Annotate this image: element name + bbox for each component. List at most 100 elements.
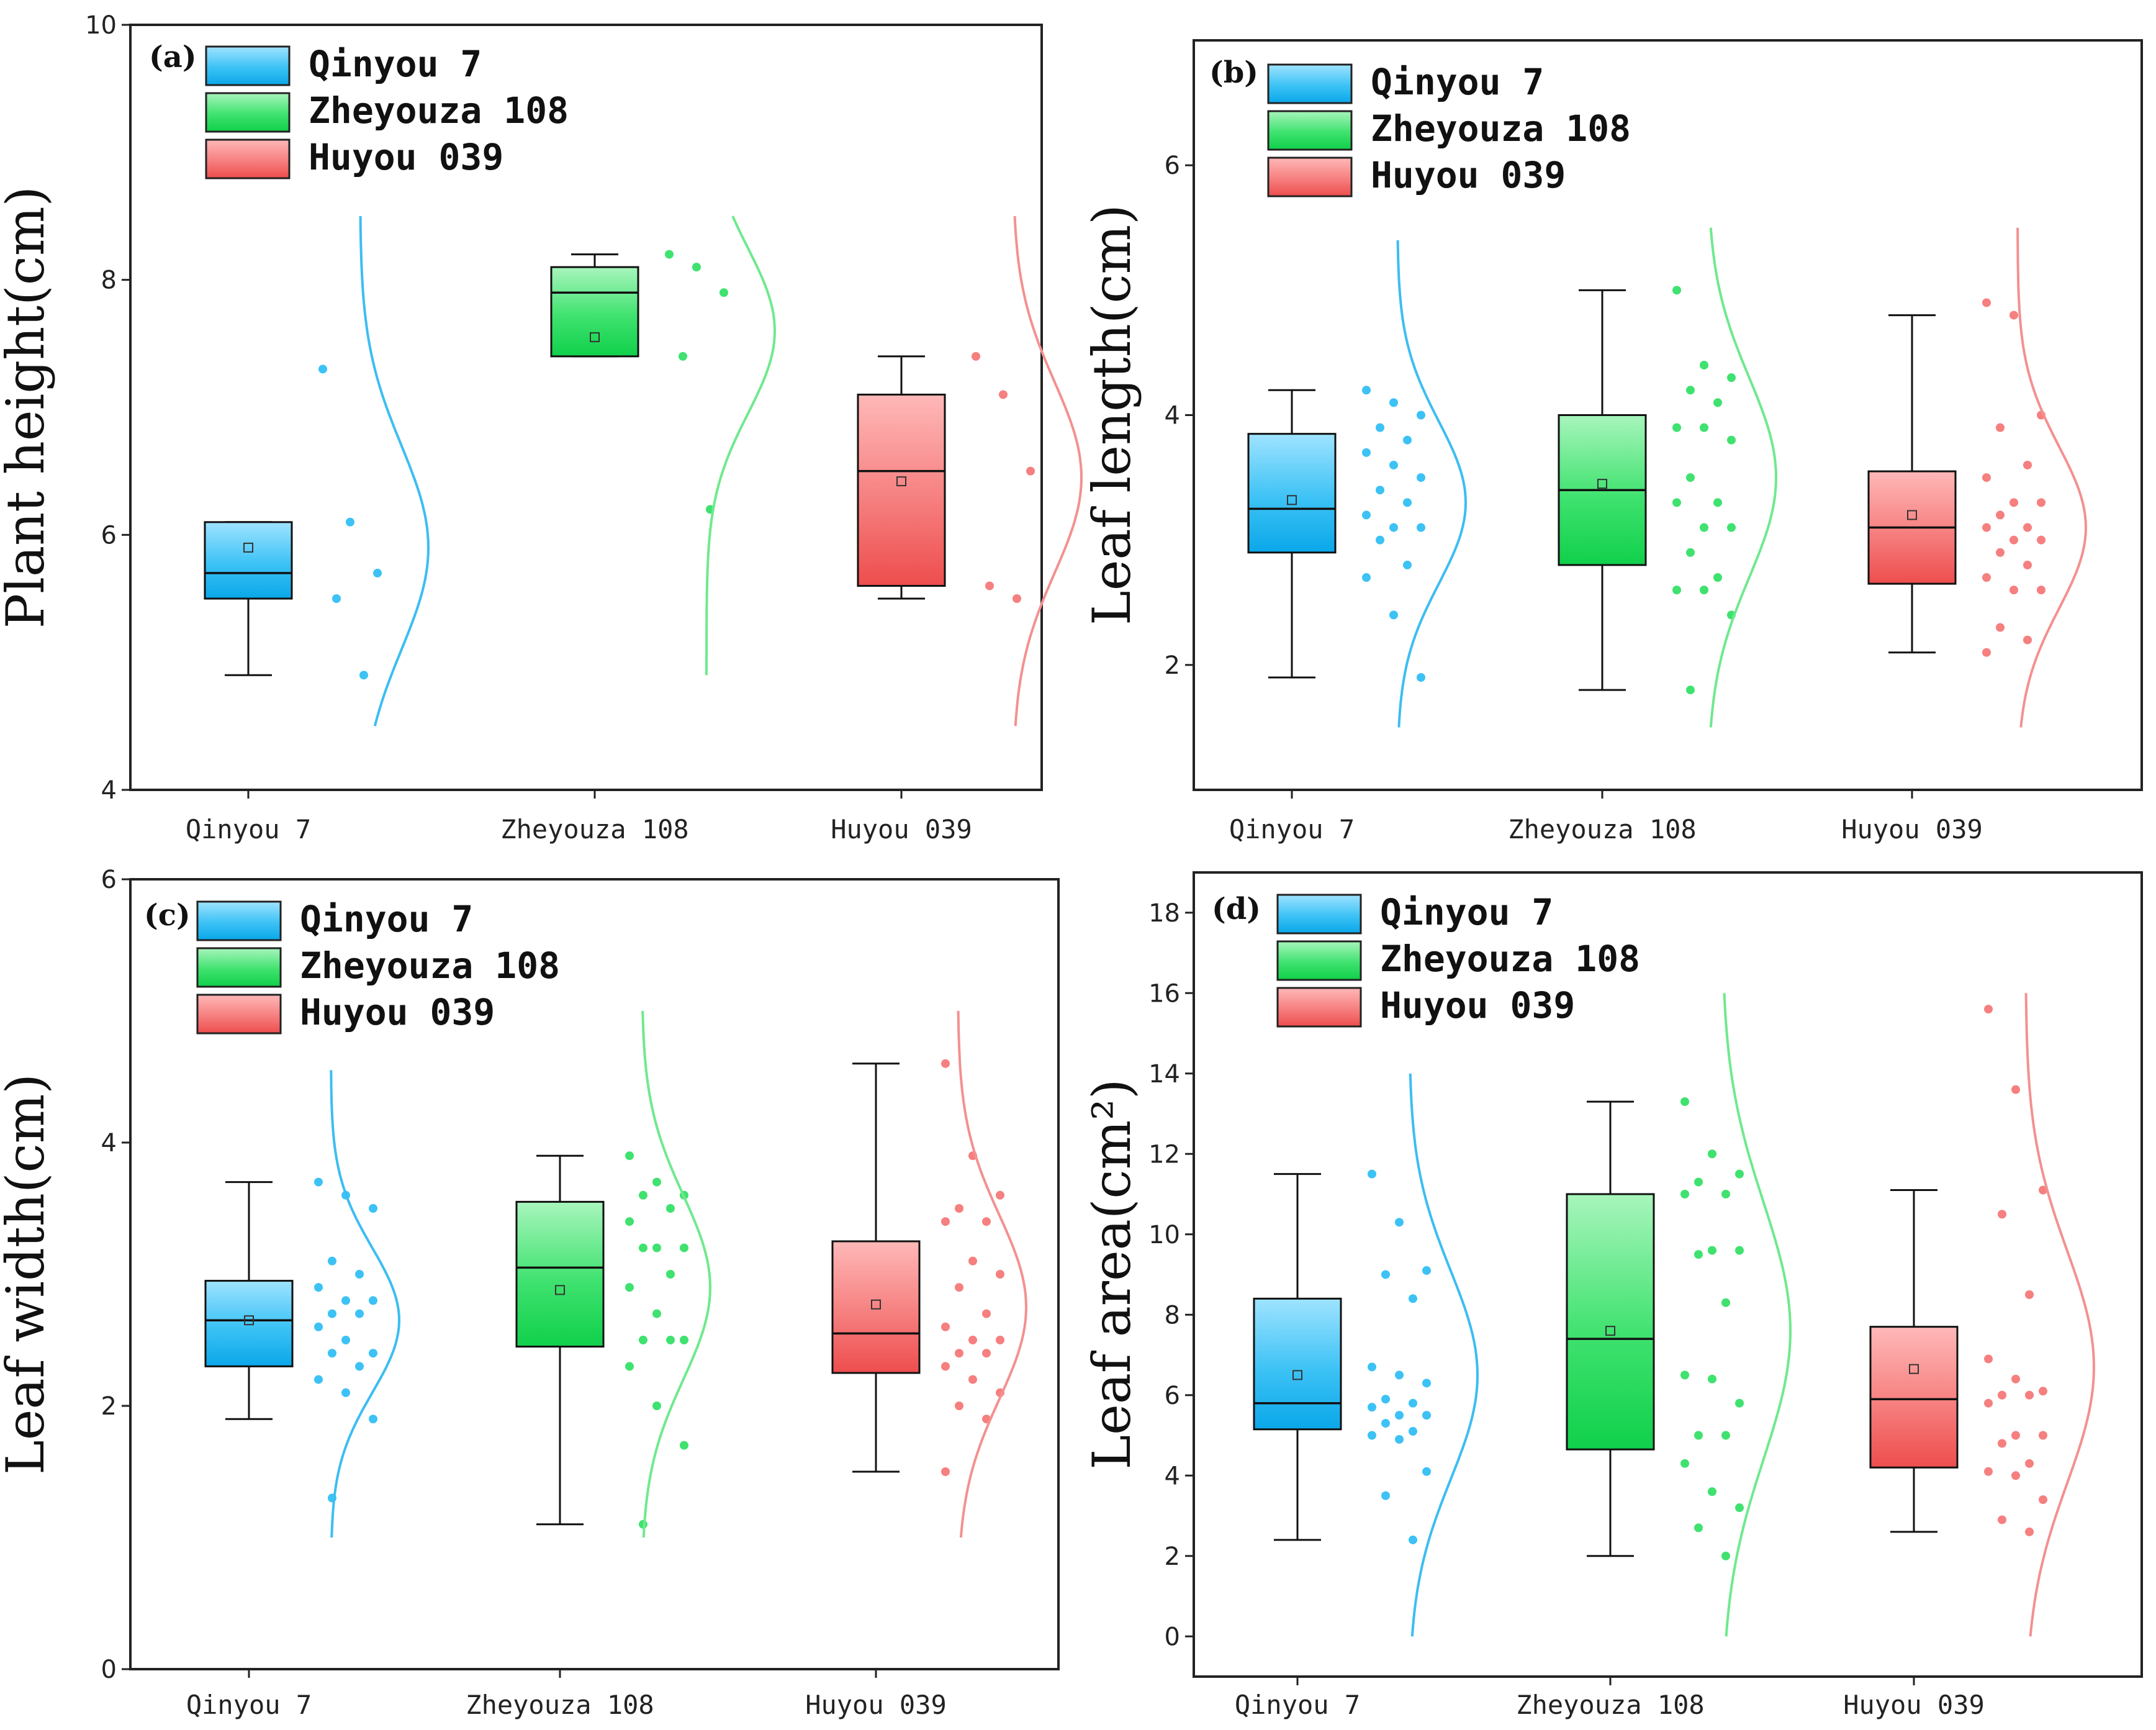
legend-label: Huyou 039	[300, 991, 495, 1033]
data-point	[1708, 1149, 1716, 1159]
iqr-box	[515, 1200, 605, 1348]
data-point	[1984, 1005, 1993, 1014]
data-point	[968, 1336, 977, 1344]
box-group-zheyouza-108	[1558, 227, 1778, 728]
data-point	[2039, 1387, 2047, 1396]
data-point	[941, 1322, 950, 1331]
distribution-curve	[330, 1070, 401, 1538]
y-tick-label: 0	[1165, 1623, 1180, 1651]
data-point	[2009, 535, 2018, 545]
data-point	[314, 1375, 323, 1384]
plot-frame	[1193, 871, 2143, 1678]
data-point	[1368, 1169, 1376, 1179]
y-tick-label: 12	[1148, 1140, 1180, 1169]
data-point	[955, 1349, 963, 1358]
data-point	[719, 288, 728, 297]
data-point	[1984, 1354, 1993, 1364]
box-group-huyou-039	[1867, 227, 2088, 728]
y-tick-label: 2	[1165, 651, 1180, 680]
legend-label: Zheyouza 108	[1371, 107, 1631, 150]
data-point	[2037, 535, 2045, 545]
distribution-curve	[1396, 240, 1468, 728]
y-tick-label: 2	[101, 1392, 117, 1421]
legend-label: Qinyou 7	[309, 43, 482, 85]
data-point	[1721, 1298, 1730, 1307]
y-tick-label: 2	[1165, 1542, 1180, 1571]
data-point	[666, 1270, 675, 1279]
data-point	[1713, 573, 1722, 582]
data-point	[941, 1362, 950, 1371]
data-point	[341, 1296, 350, 1305]
box-group-huyou-039	[857, 215, 1083, 727]
data-point	[1417, 410, 1425, 420]
distribution-curve	[2024, 993, 2095, 1637]
mean-marker	[896, 476, 906, 487]
data-point	[955, 1402, 963, 1410]
data-point	[2023, 560, 2032, 569]
data-point	[1672, 498, 1681, 507]
data-point	[1403, 498, 1412, 507]
box-group-zheyouza-108	[550, 215, 777, 676]
data-point	[1422, 1379, 1431, 1388]
data-point	[1727, 435, 1736, 445]
data-point	[1700, 423, 1708, 432]
data-point	[373, 568, 382, 577]
data-point	[968, 1256, 977, 1266]
data-point	[1735, 1169, 1744, 1179]
data-point	[1686, 548, 1695, 557]
data-point	[1686, 386, 1695, 395]
iqr-box	[204, 1280, 294, 1367]
data-point	[2023, 635, 2032, 645]
mean-marker	[555, 1285, 565, 1295]
y-tick-label: 10	[1148, 1221, 1180, 1249]
legend-swatch-qinyou-7	[196, 900, 282, 941]
data-point	[1362, 573, 1371, 582]
data-point	[666, 1336, 675, 1344]
data-point	[1376, 423, 1384, 432]
iqr-box	[1253, 1297, 1342, 1431]
data-point	[1686, 473, 1695, 482]
data-point	[2009, 310, 2018, 320]
distribution-curve	[359, 215, 430, 727]
data-point	[1395, 1434, 1404, 1444]
data-point	[1998, 1515, 2006, 1524]
y-tick-label: 8	[1165, 1301, 1180, 1329]
iqr-box	[857, 393, 946, 587]
data-point	[1694, 1177, 1703, 1187]
data-point	[328, 1256, 336, 1266]
data-point	[1680, 1190, 1689, 1198]
distribution-curve	[1013, 215, 1083, 727]
y-tick-label: 10	[85, 11, 117, 40]
data-point	[1996, 548, 2005, 557]
data-point	[1982, 648, 1991, 657]
legend-swatch-zheyouza-108	[1276, 940, 1362, 981]
data-point	[1680, 1459, 1689, 1468]
data-point	[996, 1270, 1004, 1279]
distribution-curve	[641, 1010, 712, 1538]
legend-swatch-huyou-039	[205, 138, 291, 179]
data-point	[2011, 1431, 2020, 1440]
data-point	[2039, 1495, 2047, 1505]
data-point	[625, 1217, 634, 1226]
data-point	[2025, 1390, 2034, 1400]
x-category-label: Qinyou 7	[1235, 1690, 1360, 1720]
iqr-box	[204, 521, 293, 600]
data-point	[1686, 686, 1695, 695]
mean-marker	[1909, 1364, 1919, 1374]
data-point	[1422, 1266, 1431, 1275]
data-point	[1422, 1411, 1431, 1420]
data-point	[982, 1217, 991, 1226]
plot-frame	[1193, 39, 2143, 791]
data-point	[941, 1467, 950, 1476]
data-point	[680, 1243, 688, 1252]
data-point	[679, 351, 687, 361]
data-point	[652, 1177, 661, 1187]
legend-swatch-huyou-039	[1267, 156, 1353, 197]
data-point	[314, 1177, 323, 1187]
data-point	[1713, 398, 1722, 407]
data-point	[1395, 1218, 1404, 1227]
data-point	[2025, 1459, 2034, 1468]
data-point	[355, 1270, 364, 1279]
